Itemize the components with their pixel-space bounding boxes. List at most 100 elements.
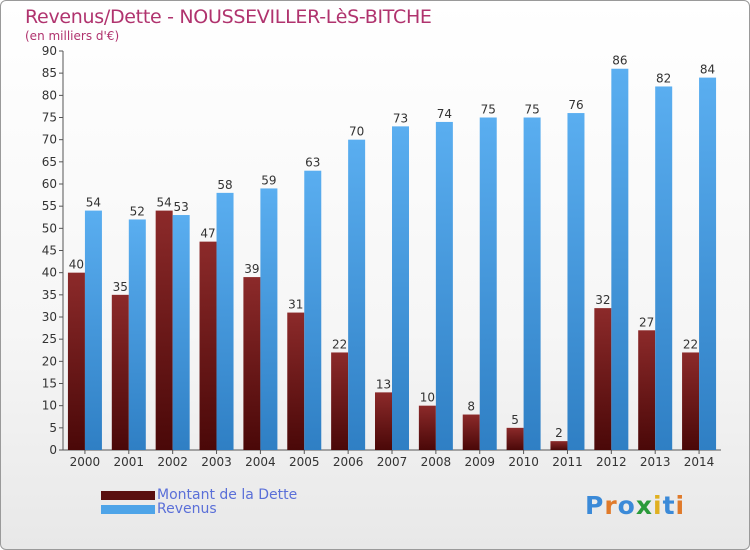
y-tick-label: 0 [49, 443, 57, 457]
legend-label-dette: Montant de la Dette [157, 487, 298, 503]
logo-letter: x [635, 491, 653, 520]
data-label: 58 [217, 178, 232, 192]
data-label: 82 [656, 71, 671, 85]
bar-revenus [611, 68, 629, 450]
bar-dette [243, 277, 261, 450]
bar-revenus [435, 121, 453, 450]
bar-revenus [392, 126, 409, 450]
x-tick-label: 2009 [464, 455, 495, 469]
x-tick-label: 2007 [377, 455, 408, 469]
data-label: 76 [568, 98, 583, 112]
data-label: 84 [700, 63, 715, 77]
bar-revenus [523, 117, 541, 450]
y-tick-label: 35 [42, 288, 57, 302]
data-label: 13 [376, 377, 391, 391]
bar-dette [375, 392, 392, 450]
x-tick-label: 2000 [70, 455, 101, 469]
data-label: 27 [639, 315, 654, 329]
logo-letter: t [662, 491, 676, 520]
x-tick-label: 2003 [201, 455, 232, 469]
bar-dette [67, 272, 85, 450]
legend-label-revenus: Revenus [157, 501, 217, 517]
bar-revenus [348, 139, 366, 450]
bar-dette [111, 294, 129, 450]
x-tick-label: 2002 [157, 455, 188, 469]
data-label: 74 [437, 107, 452, 121]
logo-letter: r [604, 491, 618, 520]
logo-letter: P [585, 491, 605, 520]
y-tick-label: 90 [42, 44, 57, 58]
legend-item-dette: Montant de la Dette [101, 487, 297, 503]
bar-revenus [216, 192, 234, 450]
y-tick-label: 80 [42, 88, 57, 102]
data-label: 59 [261, 173, 276, 187]
data-label: 5 [511, 413, 519, 427]
bar-revenus [260, 188, 278, 450]
data-label: 39 [244, 262, 259, 276]
bar-revenus [84, 210, 102, 450]
logo-letter: i [675, 491, 686, 520]
y-tick-label: 75 [42, 111, 57, 125]
x-tick-label: 2010 [508, 455, 539, 469]
chart-subtitle: (en milliers d'€) [25, 29, 120, 43]
x-tick-label: 2006 [333, 455, 364, 469]
y-tick-label: 65 [42, 155, 57, 169]
bar-revenus [699, 77, 717, 450]
data-label: 75 [524, 103, 539, 117]
legend-swatch-revenus [101, 504, 155, 514]
bar-revenus [172, 215, 190, 450]
data-label: 70 [349, 125, 364, 139]
data-label: 8 [467, 400, 475, 414]
y-tick-label: 10 [42, 399, 57, 413]
data-label: 32 [595, 293, 610, 307]
y-tick-label: 20 [42, 354, 57, 368]
data-label: 10 [420, 391, 435, 405]
data-label: 86 [612, 54, 627, 68]
legend-item-revenus: Revenus [101, 501, 217, 517]
data-label: 35 [113, 280, 128, 294]
y-tick-label: 25 [42, 332, 57, 346]
bar-dette [287, 312, 305, 450]
y-tick-label: 15 [42, 377, 57, 391]
bar-revenus [567, 113, 585, 451]
bar-dette [506, 427, 524, 450]
y-tick-label: 55 [42, 199, 57, 213]
y-tick-label: 45 [42, 244, 57, 258]
y-tick-label: 50 [42, 221, 57, 235]
data-label: 54 [86, 196, 101, 210]
bar-dette [155, 210, 173, 450]
y-tick-label: 85 [42, 66, 57, 80]
chart-title: Revenus/Dette - NOUSSEVILLER-LèS-BITCHE [25, 6, 432, 28]
bar-dette [462, 414, 480, 450]
data-label: 75 [481, 103, 496, 117]
bar-dette [418, 405, 436, 450]
x-tick-label: 2001 [114, 455, 145, 469]
bar-revenus [655, 86, 673, 450]
x-tick-label: 2011 [552, 455, 583, 469]
bar-dette [331, 352, 349, 450]
data-label: 53 [174, 200, 189, 214]
y-tick-label: 60 [42, 177, 57, 191]
y-tick-label: 40 [42, 266, 57, 280]
bar-dette [638, 330, 656, 450]
y-tick-label: 30 [42, 310, 57, 324]
proxiti-logo: Proxiti [585, 491, 685, 520]
bar-revenus [304, 170, 322, 450]
data-label: 54 [157, 196, 172, 210]
legend-swatch-dette [101, 490, 155, 500]
x-tick-label: 2005 [289, 455, 320, 469]
logo-letter: o [617, 491, 636, 520]
data-label: 52 [130, 204, 145, 218]
x-tick-label: 2014 [684, 455, 715, 469]
x-tick-label: 2012 [596, 455, 627, 469]
data-label: 63 [305, 156, 320, 170]
bar-dette [199, 241, 217, 450]
bar-dette [682, 352, 700, 450]
y-tick-label: 70 [42, 133, 57, 147]
data-label: 73 [393, 111, 408, 125]
bar-dette [594, 308, 612, 450]
x-tick-label: 2004 [245, 455, 276, 469]
bar-revenus [128, 219, 146, 450]
